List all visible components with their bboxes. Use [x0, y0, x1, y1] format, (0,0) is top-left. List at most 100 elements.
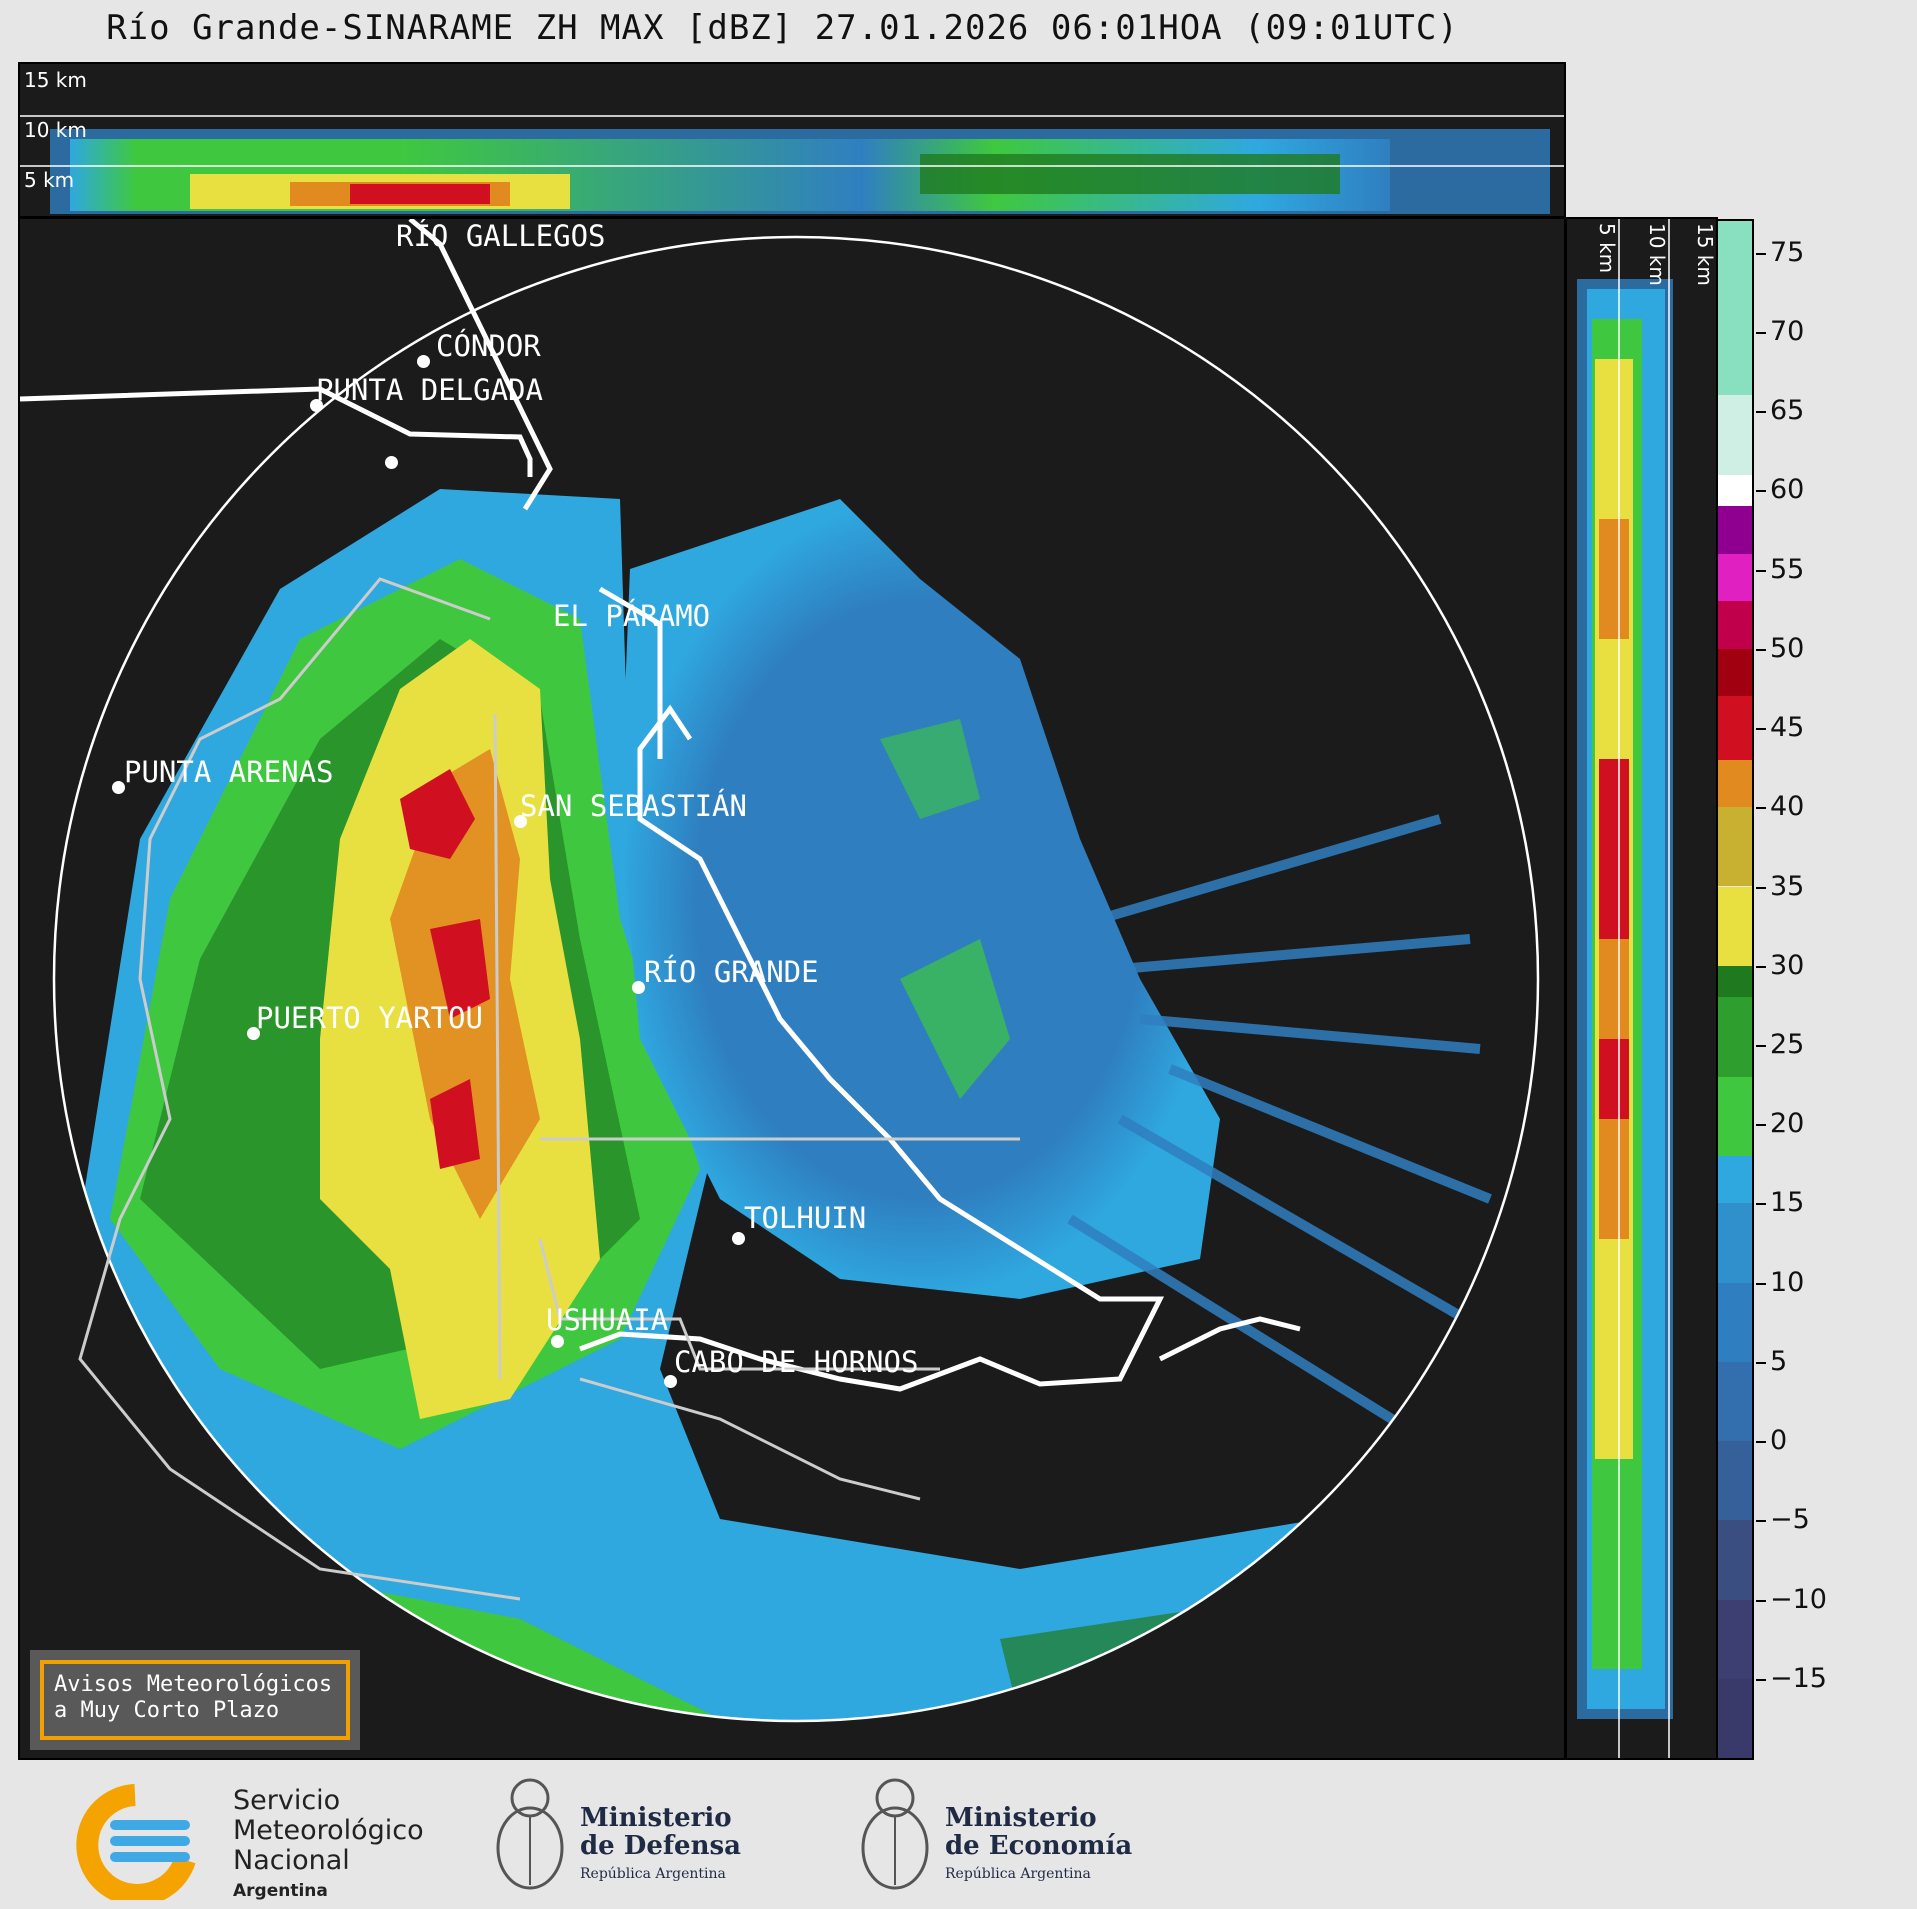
economia-line-1: Ministerio — [945, 1803, 1097, 1833]
city-label-punta-delgada: PUNTA DELGADA — [316, 373, 543, 407]
colorbar-tick-label: −5 — [1770, 1504, 1810, 1536]
colorbar-tick-label: 65 — [1770, 395, 1805, 427]
altitude-label-10km: 10 km — [24, 118, 87, 142]
radar-reflectivity-map — [20, 219, 1540, 1723]
colorbar-tick-label: 0 — [1770, 1425, 1788, 1457]
radar-map-panel[interactable]: RÍO GALLEGOS CÓNDOR PUNTA DELGADA EL PÁR… — [18, 217, 1566, 1760]
colorbar-segment — [1718, 965, 1752, 998]
city-dot-rio-gallegos — [385, 456, 398, 469]
colorbar-tick — [1756, 1361, 1766, 1364]
colorbar-segment — [1718, 1678, 1752, 1758]
colorbar-tick-label: 45 — [1770, 712, 1805, 744]
colorbar-segment — [1718, 648, 1752, 697]
colorbar-segment — [1718, 395, 1752, 475]
city-dot-condor — [417, 355, 430, 368]
city-label-cabo-de-hornos: CABO DE HORNOS — [674, 1345, 919, 1379]
colorbar-tick-label: 15 — [1770, 1187, 1805, 1219]
smn-line-3: Nacional — [233, 1845, 350, 1876]
altitude-label-5km: 5 km — [24, 168, 75, 192]
smn-country: Argentina — [233, 1881, 328, 1901]
side-cross-section-plot — [1577, 219, 1673, 1758]
city-dot-cabo-de-hornos — [664, 1375, 677, 1388]
city-label-tolhuin: TOLHUIN — [744, 1201, 867, 1235]
colorbar-segment — [1718, 601, 1752, 649]
colorbar-segment — [1718, 696, 1752, 760]
avisos-line-1: Avisos Meteorológicos — [54, 1672, 333, 1697]
colorbar-tick — [1756, 1678, 1766, 1681]
colorbar-tick — [1756, 886, 1766, 889]
map-title: Río Grande-SINARAME ZH MAX [dBZ] 27.01.2… — [106, 8, 1459, 48]
range-ring — [52, 235, 1540, 1723]
city-label-puerto-yartou: PUERTO YARTOU — [256, 1001, 483, 1035]
smn-emblem-icon — [76, 1784, 196, 1900]
colorbar-tick-label: 70 — [1770, 315, 1805, 347]
colorbar-tick — [1756, 411, 1766, 414]
city-dot-rio-grande — [632, 981, 645, 994]
city-label-rio-gallegos: RÍO GALLEGOS — [396, 219, 606, 253]
colorbar-tick — [1756, 1520, 1766, 1523]
side-altitude-15km: 15 km — [1693, 223, 1717, 286]
top-cross-section-plot — [20, 115, 1564, 214]
city-dot-san-sebastian — [514, 815, 527, 828]
colorbar-tick-label: −15 — [1770, 1662, 1827, 1694]
colorbar-segment — [1718, 506, 1752, 554]
colorbar-tick — [1756, 965, 1766, 968]
city-dot-punta-delgada — [310, 399, 323, 412]
colorbar-tick-label: −10 — [1770, 1583, 1827, 1615]
colorbar-tick-label: 50 — [1770, 632, 1805, 664]
colorbar-tick — [1756, 1124, 1766, 1127]
colorbar-tick — [1756, 252, 1766, 255]
colorbar-segment — [1718, 1076, 1752, 1156]
colorbar-segment — [1718, 886, 1752, 966]
colorbar-tick-label: 55 — [1770, 553, 1805, 585]
city-dot-puerto-yartou — [247, 1027, 260, 1040]
colorbar-tick-label: 35 — [1770, 870, 1805, 902]
city-label-el-paramo: EL PÁRAMO — [553, 599, 711, 633]
colorbar-tick-label: 20 — [1770, 1108, 1805, 1140]
city-label-punta-arenas: PUNTA ARENAS — [124, 755, 334, 789]
colorbar-tick — [1756, 1599, 1766, 1602]
smn-line-2: Meteorológico — [233, 1815, 424, 1846]
reflectivity-field — [80, 489, 1503, 1721]
altitude-label-15km: 15 km — [24, 68, 87, 92]
colorbar-tick — [1756, 331, 1766, 334]
colorbar-tick — [1756, 490, 1766, 493]
colorbar-segment — [1718, 1282, 1752, 1362]
city-dot-ushuaia — [551, 1335, 564, 1348]
colorbar-segment — [1718, 1203, 1752, 1283]
colorbar-segment — [1718, 474, 1752, 507]
colorbar-segment — [1718, 221, 1752, 396]
ministerio-defensa-logo: Ministerio de Defensa República Argentin… — [490, 1770, 750, 1900]
smn-line-1: Servicio — [233, 1785, 341, 1816]
colorbar-tick — [1756, 1282, 1766, 1285]
colorbar-tick-label: 25 — [1770, 1028, 1805, 1060]
colorbar-tick — [1756, 1203, 1766, 1206]
colorbar-segment — [1718, 1361, 1752, 1442]
city-label-rio-grande: RÍO GRANDE — [644, 955, 819, 989]
colorbar-segment — [1718, 1441, 1752, 1521]
colorbar-tick — [1756, 569, 1766, 572]
ministerio-economia-logo: Ministerio de Economía República Argenti… — [855, 1770, 1135, 1900]
city-dot-tolhuin — [732, 1232, 745, 1245]
argentina-seal-icon — [496, 1778, 564, 1890]
defensa-line-1: Ministerio — [580, 1803, 732, 1833]
colorbar-tick-label: 10 — [1770, 1266, 1805, 1298]
side-cross-section-panel: 5 km 10 km 15 km — [1565, 217, 1718, 1760]
colorbar-tick — [1756, 807, 1766, 810]
defensa-sub: República Argentina — [580, 1866, 726, 1882]
colorbar-segment — [1718, 1520, 1752, 1600]
colorbar-tick — [1756, 1044, 1766, 1047]
colorbar-segment — [1718, 807, 1752, 887]
colorbar-tick-label: 60 — [1770, 474, 1805, 506]
city-label-condor: CÓNDOR — [436, 329, 541, 363]
colorbar-tick-label: 40 — [1770, 791, 1805, 823]
colorbar-segment — [1718, 759, 1752, 808]
avisos-box: Avisos Meteorológicos a Muy Corto Plazo — [30, 1650, 360, 1750]
dbz-colorbar — [1716, 219, 1754, 1760]
smn-logo: Servicio Meteorológico Nacional Argentin… — [55, 1770, 424, 1901]
defensa-line-2: de Defensa — [580, 1831, 741, 1861]
colorbar-tick-label: 30 — [1770, 949, 1805, 981]
argentina-seal-icon — [861, 1778, 929, 1890]
economia-sub: República Argentina — [945, 1866, 1091, 1882]
colorbar-segment — [1718, 553, 1752, 602]
